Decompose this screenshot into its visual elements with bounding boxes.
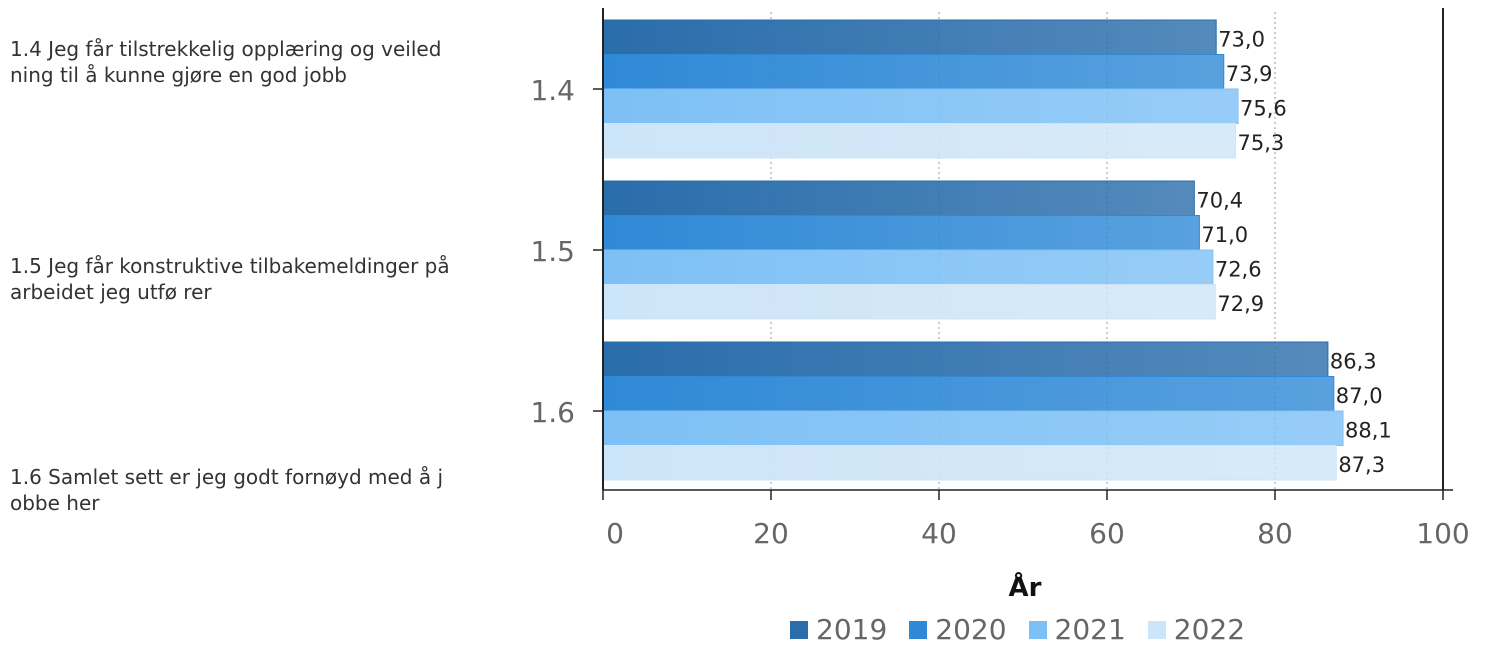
x-tick-label-0: 0 — [606, 517, 624, 550]
legend-label-2021: 2021 — [1054, 613, 1126, 646]
value-label-1.4-2022: 75,3 — [1238, 131, 1285, 155]
legend-swatch-2022 — [1147, 621, 1166, 639]
value-label-1.4-2021: 75,6 — [1240, 97, 1287, 121]
legend-entry-2019: 2019 — [790, 614, 887, 646]
category-label-1.5: 1.5 — [530, 235, 575, 268]
x-tick-label-20: 20 — [753, 517, 789, 550]
bar-1.6-2019 — [602, 341, 1329, 377]
legend-label-2020: 2020 — [935, 613, 1007, 646]
bar-1.6-2020 — [602, 376, 1335, 412]
value-label-1.5-2020: 71,0 — [1201, 223, 1248, 247]
value-label-1.6-2021: 88,1 — [1345, 419, 1392, 443]
item-label-1-6: 1.6 Samlet sett er jeg godt fornøyd med … — [10, 465, 444, 515]
bar-1.4-2020 — [602, 54, 1225, 90]
value-label-1.5-2021: 72,6 — [1215, 258, 1262, 282]
legend-entry-2021: 2021 — [1028, 613, 1126, 646]
bar-1.5-2019 — [602, 180, 1195, 216]
item-labels: 1.4 Jeg får tilstrekkelig opplæring og v… — [0, 0, 460, 647]
bar-1.5-2022 — [602, 284, 1216, 320]
item-label-1-4: 1.4 Jeg får tilstrekkelig opplæring og v… — [10, 37, 442, 87]
legend-entry-2022: 2022 — [1147, 613, 1246, 646]
bar-1.5-2021 — [602, 249, 1214, 285]
legend-swatch-2021 — [1028, 621, 1047, 639]
legend-swatch-2020 — [909, 621, 928, 639]
bar-1.4-2021 — [602, 88, 1239, 124]
bar-1.6-2021 — [602, 410, 1344, 446]
bar-1.4-2022 — [602, 123, 1237, 159]
category-label-1.6: 1.6 — [530, 396, 575, 429]
x-tick-label-100: 100 — [1416, 517, 1469, 550]
x-axis-title: År — [1008, 573, 1042, 603]
legend-swatch-2019 — [790, 621, 808, 639]
legend-entry-2020: 2020 — [909, 613, 1007, 646]
value-label-1.5-2022: 72,9 — [1217, 292, 1264, 316]
value-label-1.6-2019: 86,3 — [1330, 350, 1377, 374]
value-label-1.6-2022: 87,3 — [1338, 453, 1385, 477]
x-tick-label-40: 40 — [921, 517, 957, 550]
item-label-1-5: 1.5 Jeg får konstruktive tilbakemeldinge… — [10, 254, 450, 304]
bar-1.6-2022 — [602, 445, 1337, 481]
bar-1.5-2020 — [602, 215, 1200, 251]
value-label-1.5-2019: 70,4 — [1196, 189, 1243, 213]
value-label-1.4-2019: 73,0 — [1218, 28, 1265, 52]
category-label-1.4: 1.4 — [530, 74, 575, 107]
value-label-1.6-2020: 87,0 — [1336, 384, 1383, 408]
legend-label-2019: 2019 — [816, 613, 888, 646]
legend-label-2022: 2022 — [1173, 613, 1246, 646]
x-tick-label-80: 80 — [1257, 517, 1293, 550]
x-tick-label-60: 60 — [1089, 517, 1125, 550]
bar-1.4-2019 — [602, 19, 1217, 55]
value-label-1.4-2020: 73,9 — [1226, 62, 1273, 86]
legend: 2019 2020 2021 2022 — [790, 614, 1245, 646]
